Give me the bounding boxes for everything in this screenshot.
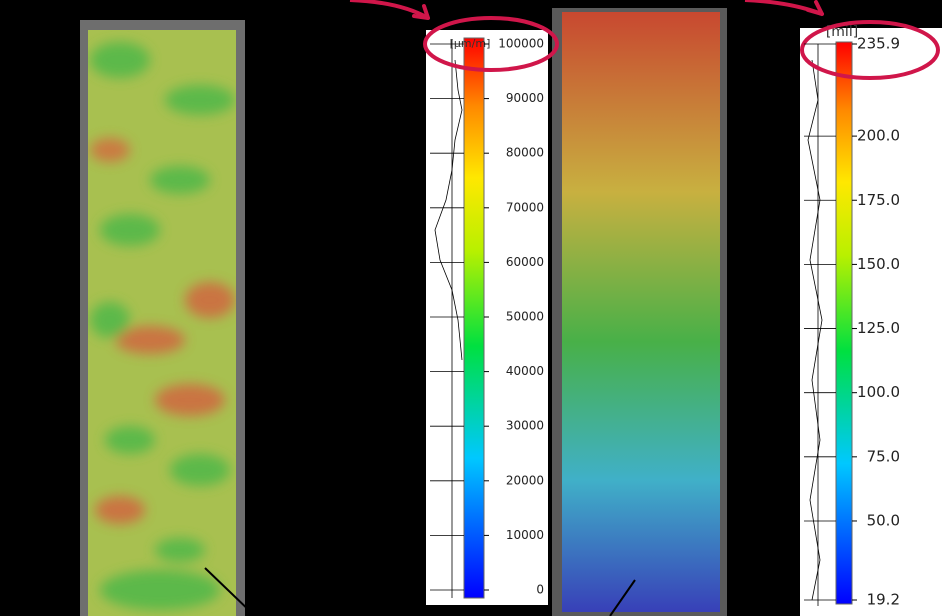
tick-label: 10000 [506,528,544,542]
tick-label: 20000 [506,473,544,487]
tick-label: 40000 [506,364,544,378]
right-specimen [552,8,727,616]
tick-label: 30000 [506,419,544,433]
tick-label: 50000 [506,310,544,324]
screenshot: [µm/m] [mil] 100000900008000070000600005… [0,0,942,616]
tick-label: 125.0 [857,319,900,337]
left-specimen [80,20,255,616]
tick-label: 90000 [506,91,544,105]
tick-label: 75.0 [867,447,900,465]
tick-label: 200.0 [857,127,900,145]
tick-label: 175.0 [857,191,900,209]
tick-label: 50.0 [867,511,900,529]
tick-label: 100000 [498,37,544,51]
tick-label: 60000 [506,255,544,269]
tick-label: 19.2 [867,591,900,609]
tick-label: 70000 [506,200,544,214]
tick-label: 100.0 [857,383,900,401]
tick-label: 80000 [506,146,544,160]
tick-label: 150.0 [857,255,900,273]
tick-label: 0 [536,583,544,597]
tick-label: 235.9 [857,35,900,53]
